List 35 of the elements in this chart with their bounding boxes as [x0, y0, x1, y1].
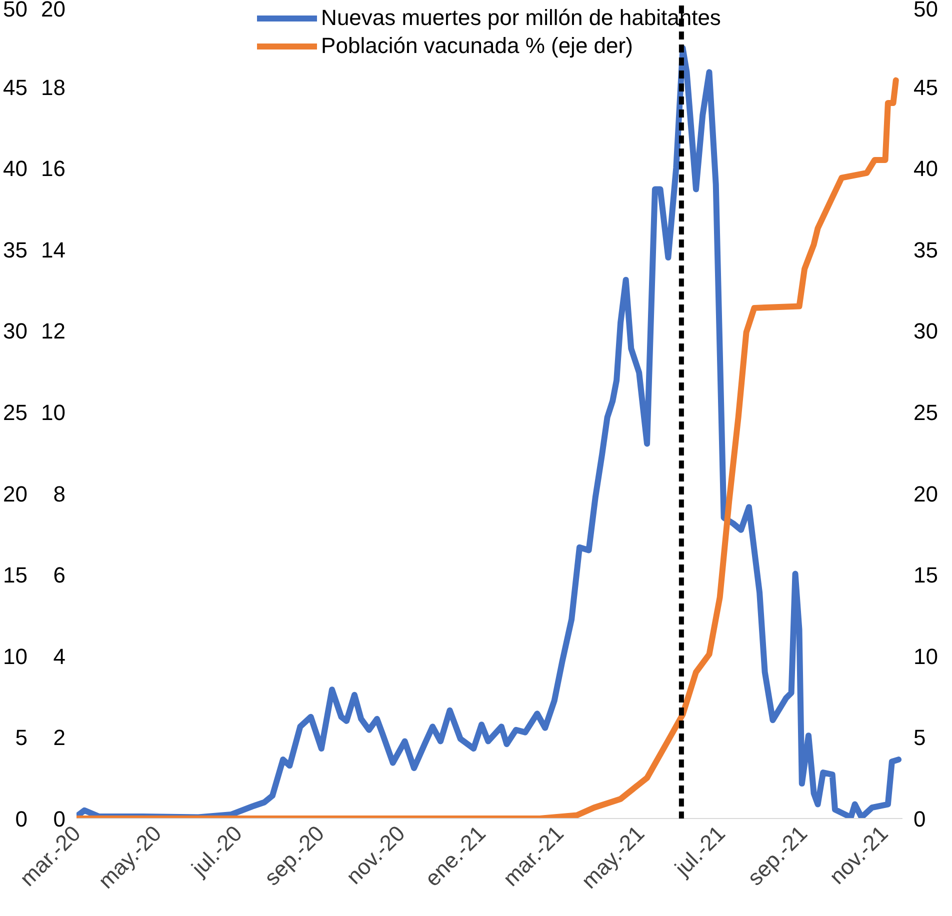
y3-tick-label: 0: [15, 806, 28, 832]
y2-tick-label: 25: [914, 400, 938, 425]
y3-tick-label: 10: [3, 644, 28, 669]
y2-tick-label: 10: [914, 644, 938, 669]
y-tick-label: 20: [41, 0, 66, 22]
y-tick-label: 2: [53, 725, 66, 750]
y3-tick-label: 35: [3, 237, 28, 262]
y2-tick-label: 35: [914, 237, 938, 262]
y3-tick-label: 5: [15, 725, 28, 750]
y-tick-label: 10: [41, 400, 66, 425]
y2-tick-label: 15: [914, 562, 938, 588]
y-tick-label: 6: [53, 562, 66, 588]
y2-tick-label: 5: [914, 725, 926, 750]
y3-tick-label: 25: [3, 400, 28, 425]
y-tick-label: 16: [41, 156, 66, 182]
y2-tick-label: 0: [914, 806, 926, 832]
y-tick-label: 4: [53, 644, 66, 669]
y2-tick-label: 45: [914, 74, 938, 100]
y3-tick-label: 45: [3, 74, 28, 100]
y2-tick-label: 50: [914, 0, 938, 22]
y-tick-label: 12: [41, 318, 66, 344]
y-tick-label: 8: [53, 481, 66, 506]
legend-label: Nuevas muertes por millón de habitantes: [321, 5, 721, 31]
y3-tick-label: 15: [3, 562, 28, 588]
legend-label: Población vacunada % (eje der): [321, 33, 633, 59]
y3-tick-label: 50: [3, 0, 28, 22]
y3-tick-label: 30: [3, 318, 28, 344]
y3-tick-label: 40: [3, 156, 28, 182]
y2-tick-label: 30: [914, 318, 938, 344]
y-tick-label: 18: [41, 74, 66, 100]
y3-tick-label: 20: [3, 481, 28, 506]
y-tick-label: 0: [53, 806, 66, 832]
y2-tick-label: 40: [914, 156, 938, 182]
y2-tick-label: 20: [914, 481, 938, 506]
y-tick-label: 14: [41, 237, 66, 262]
